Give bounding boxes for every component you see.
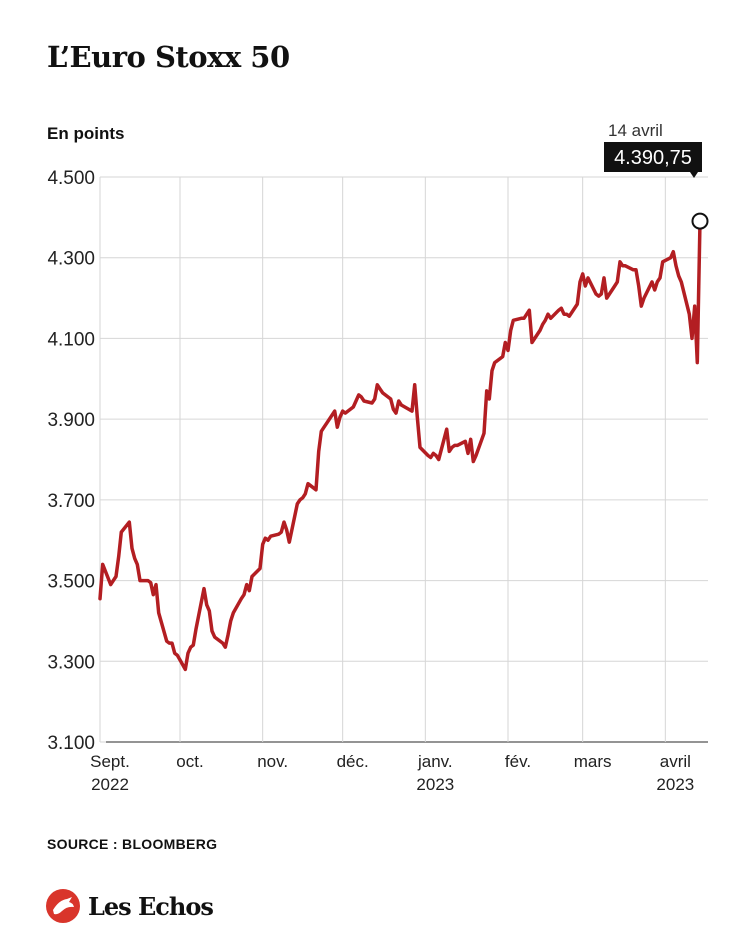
x-tick-label: nov. [257, 752, 288, 771]
x-tick-label: janv. [417, 752, 453, 771]
x-tick-label: Sept. [90, 752, 130, 771]
les-echos-logo-icon [46, 889, 80, 923]
source-note: SOURCE : BLOOMBERG [47, 836, 218, 852]
x-tick-label: avril [660, 752, 691, 771]
y-tick-label: 3.100 [47, 733, 95, 754]
y-tick-label: 3.900 [47, 410, 95, 431]
logo-text: Les Echos [88, 891, 214, 921]
y-tick-label: 3.500 [47, 572, 95, 593]
last-value-annotation: 14 avril 4.390,75 [604, 121, 709, 230]
line-chart: 3.100 3.300 3.500 3.700 3.900 4.100 4.300 4.500… [47, 121, 709, 794]
y-axis-unit-label: En points [47, 124, 125, 143]
y-tick-label: 3.300 [47, 652, 95, 673]
y-tick-label: 4.100 [47, 329, 95, 350]
x-tick-label: mars [574, 752, 612, 771]
annotation-pointer [690, 172, 698, 178]
annotation-date-label: 14 avril [608, 121, 663, 140]
x-tick-sublabel: 2023 [656, 775, 694, 794]
chart-title: L’Euro Stoxx 50 [47, 40, 290, 74]
brand-logo: Les Echos [45, 888, 214, 924]
y-tick-label: 4.500 [47, 168, 95, 189]
x-axis: Sept. 2022 oct. nov. déc. janv. 2023 fév. mars av… [90, 752, 694, 794]
last-point-marker [691, 212, 709, 230]
x-tick-label: déc. [337, 752, 369, 771]
annotation-value-label: 4.390,75 [614, 147, 692, 169]
chart-series [98, 219, 702, 672]
x-tick-sublabel: 2023 [416, 775, 454, 794]
y-tick-label: 3.700 [47, 491, 95, 512]
x-tick-sublabel: 2022 [91, 775, 129, 794]
series-line [98, 219, 702, 672]
x-tick-label: fév. [505, 752, 531, 771]
annotation-value-box [604, 142, 702, 172]
x-tick-label: oct. [176, 752, 203, 771]
chart-grid [99, 176, 708, 743]
y-tick-label: 4.300 [47, 249, 95, 270]
y-axis: 3.100 3.300 3.500 3.700 3.900 4.100 4.300 4.500 [47, 168, 95, 754]
